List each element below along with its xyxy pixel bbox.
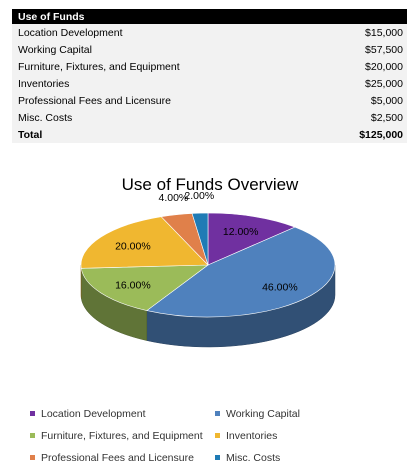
legend-label: Misc. Costs — [226, 452, 281, 464]
row-amount: $5,000 — [313, 92, 407, 109]
table-header: Use of Funds — [12, 9, 407, 24]
legend-item: Professional Fees and Licensure — [30, 452, 194, 464]
row-amount: $57,500 — [313, 41, 407, 58]
legend-swatch — [215, 432, 220, 438]
row-label: Inventories — [12, 75, 314, 92]
pie-slice — [207, 212, 296, 266]
pie-data-label: 16.00% — [115, 280, 151, 292]
legend-swatch — [215, 454, 220, 460]
table-row: Location Development $15,000 — [12, 24, 407, 41]
row-label: Location Development — [12, 24, 314, 41]
pie-slice — [191, 212, 209, 266]
total-label: Total — [12, 126, 314, 143]
use-of-funds-table: Use of Funds Location Development $15,000… — [12, 9, 407, 143]
pie-data-label: 46.00% — [262, 281, 298, 293]
use-of-funds-pie-chart: Use of Funds Overview 12.00% 46.00% 16.00%… — [80, 175, 336, 348]
table-row: Furniture, Fixtures, and Equipment $20,00… — [12, 58, 407, 75]
legend-label: Inventories — [226, 430, 278, 442]
row-label: Working Capital — [12, 41, 314, 58]
legend-label: Furniture, Fixtures, and Equipment — [41, 430, 203, 442]
legend-swatch — [215, 410, 220, 416]
pie-data-label: 2.00% — [184, 190, 214, 202]
legend-item: Inventories — [215, 430, 277, 442]
pie-data-label: 12.00% — [223, 226, 259, 238]
chart-title: Use of Funds Overview — [122, 175, 299, 194]
table-row: Working Capital $57,500 — [12, 41, 407, 58]
row-label: Professional Fees and Licensure — [12, 92, 314, 109]
pie-slice — [80, 264, 209, 311]
pie-data-label: 4.00% — [159, 192, 189, 204]
legend-item: Furniture, Fixtures, and Equipment — [30, 430, 203, 442]
total-amount: $125,000 — [313, 126, 407, 143]
table-row: Professional Fees and Licensure $5,000 — [12, 92, 407, 109]
pie-data-label: 20.00% — [115, 241, 151, 253]
pie-slice — [146, 226, 336, 318]
legend-label: Working Capital — [226, 408, 300, 420]
legend-swatch — [30, 454, 35, 460]
row-amount: $2,500 — [313, 109, 407, 126]
legend-swatch — [30, 410, 35, 416]
table-row: Inventories $25,000 — [12, 75, 407, 92]
row-label: Furniture, Fixtures, and Equipment — [12, 58, 314, 75]
row-label: Misc. Costs — [12, 109, 314, 126]
table-row: Misc. Costs $2,500 — [12, 109, 407, 126]
legend-item: Working Capital — [215, 408, 300, 420]
legend-label: Professional Fees and Licensure — [41, 452, 194, 464]
legend-item: Misc. Costs — [215, 452, 280, 464]
legend-swatch — [30, 432, 35, 438]
row-amount: $25,000 — [313, 75, 407, 92]
legend-item: Location Development — [30, 408, 145, 420]
table-total-row: Total $125,000 — [12, 126, 407, 143]
row-amount: $15,000 — [313, 24, 407, 41]
pie-slice — [80, 216, 209, 269]
legend-label: Location Development — [41, 408, 146, 420]
table-header-row: Use of Funds — [12, 9, 407, 24]
row-amount: $20,000 — [313, 58, 407, 75]
